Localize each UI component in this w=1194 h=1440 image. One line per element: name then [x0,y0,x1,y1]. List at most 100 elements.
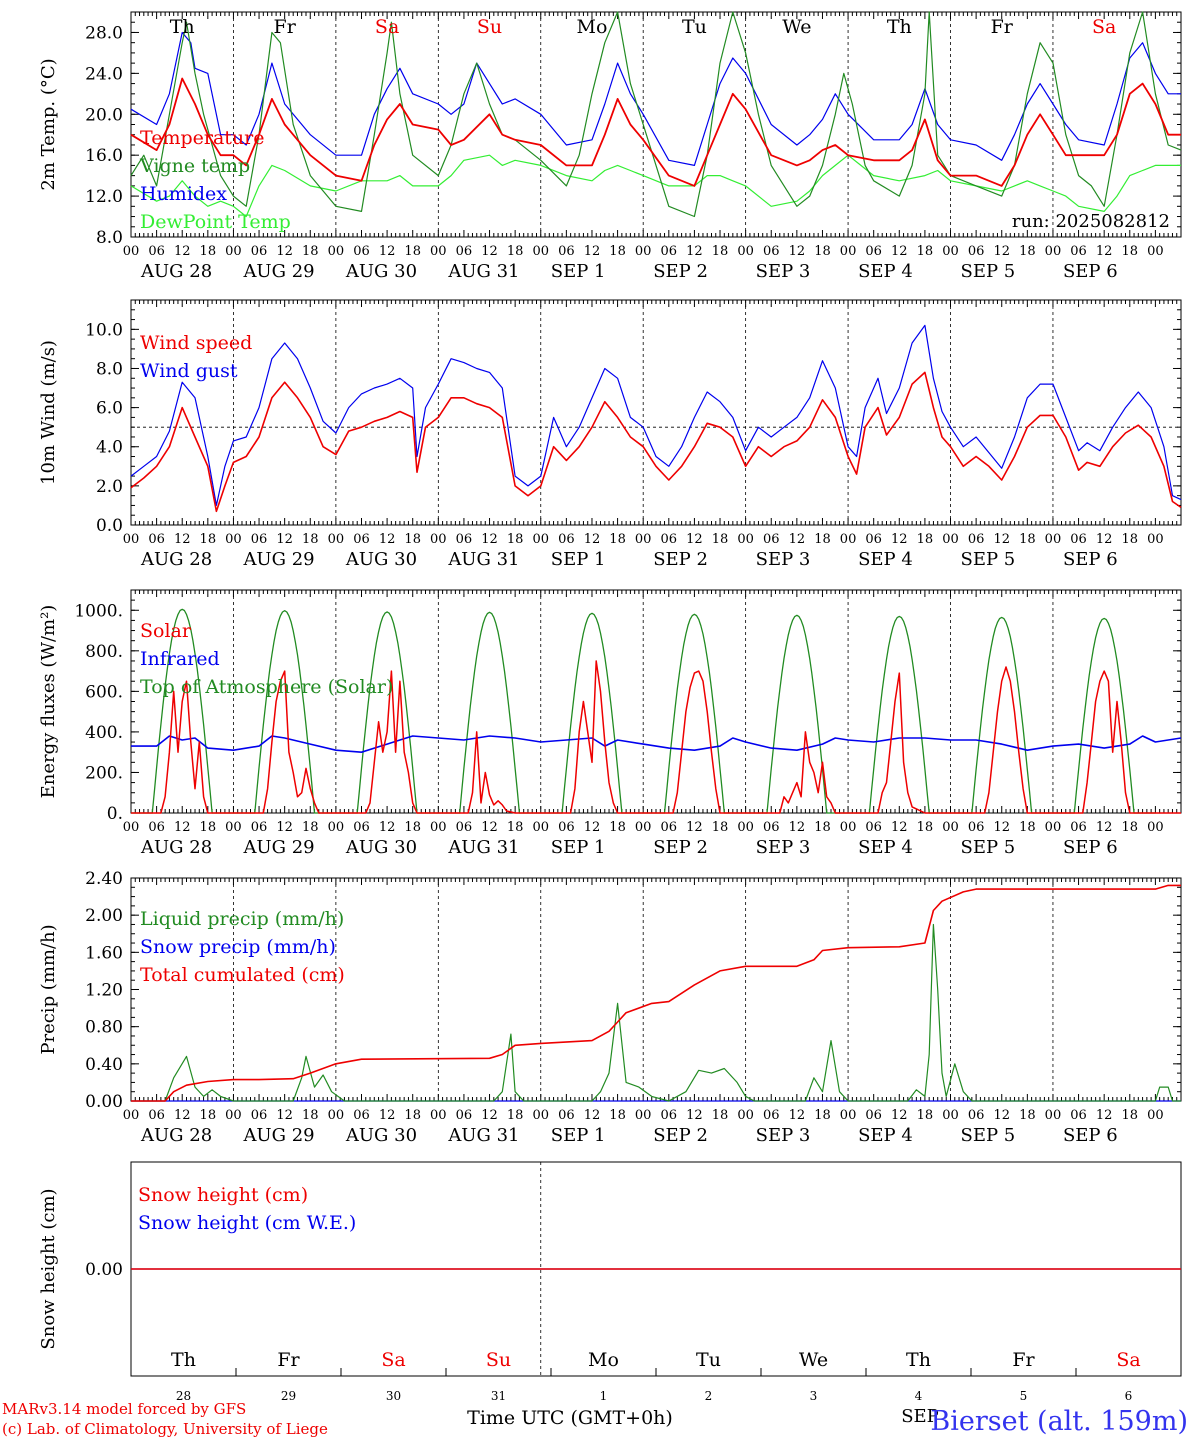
toa-solar-day [848,615,951,814]
date-label: SEP 2 [653,1125,708,1146]
y-tick-label: 0.00 [85,1092,123,1112]
hour-tick-label: 12 [686,1108,703,1123]
hour-tick-label: 12 [481,820,498,835]
weekday-label: Fr [991,16,1014,38]
hour-tick-label: 06 [456,532,473,547]
date-label: AUG 28 [140,837,212,858]
hour-tick-label: 12 [481,1108,498,1123]
hour-tick-label: 12 [686,532,703,547]
hour-tick-label: 00 [1147,532,1164,547]
hour-tick-label: 12 [789,244,806,259]
y-tick-label: 200. [85,763,123,783]
hour-tick-label: 12 [276,532,293,547]
y-tick-label: 20.0 [85,105,123,125]
y-tick-label: 600. [85,682,123,702]
day-number-label: 1 [600,1389,608,1403]
date-label: SEP 1 [551,837,606,858]
series-humidex [130,31,1181,166]
hour-tick-label: 06 [456,820,473,835]
weekday-label: Su [477,16,502,38]
hour-tick-label: 00 [635,244,652,259]
hour-tick-label: 18 [302,532,319,547]
hour-tick-label: 06 [456,244,473,259]
date-label: SEP 1 [551,549,606,570]
hour-tick-label: 18 [1122,244,1139,259]
hour-tick-label: 12 [379,1108,396,1123]
hour-tick-label: 18 [507,1108,524,1123]
y-tick-label: 0.40 [85,1055,123,1075]
weekday-label: Th [887,16,912,38]
toa-solar-day [643,613,746,814]
hour-tick-label: 00 [430,820,447,835]
hour-tick-label: 18 [507,532,524,547]
series-dewpoint-temp [130,154,1181,218]
hour-tick-label: 00 [840,532,857,547]
hour-tick-label: 06 [661,1108,678,1123]
hour-tick-label: 00 [430,1108,447,1123]
hour-tick-label: 06 [968,1108,985,1123]
hour-tick-label: 06 [1070,244,1087,259]
hour-tick-label: 18 [1122,1108,1139,1123]
day-number-label: 5 [1020,1389,1028,1403]
hour-tick-label: 00 [840,244,857,259]
toa-solar-day [1053,617,1156,814]
legend-entry: Vigne temp [139,155,250,177]
weekday-label: Th [171,1349,196,1371]
weekday-label: Sa [1092,16,1116,38]
hour-tick-label: 00 [1045,244,1062,259]
hour-tick-label: 06 [251,244,268,259]
legend-entry: Wind speed [140,332,252,354]
y-axis-label: 2m Temp. (°C) [38,58,59,190]
hour-tick-label: 18 [404,532,421,547]
weekday-label: Sa [1116,1349,1140,1371]
hour-tick-label: 00 [737,532,754,547]
hour-tick-label: 12 [686,820,703,835]
legend-entry: DewPoint Temp [140,211,291,233]
hour-tick-label: 06 [865,1108,882,1123]
hour-tick-label: 06 [1070,1108,1087,1123]
series-vigne-temp [130,11,1182,218]
hour-tick-label: 00 [532,244,549,259]
legend-entry: Wind gust [140,360,238,382]
date-label: AUG 28 [140,1125,212,1146]
legend-entry: Snow height (cm) [138,1184,308,1206]
hour-tick-label: 06 [558,1108,575,1123]
day-number-label: 4 [915,1389,923,1403]
hour-tick-label: 18 [712,532,729,547]
run-label: run: 2025082812 [1012,211,1170,232]
hour-tick-label: 00 [430,532,447,547]
hour-tick-label: 18 [609,820,626,835]
hour-tick-label: 12 [789,1108,806,1123]
y-tick-label: 4.0 [96,438,123,458]
hour-tick-label: 06 [763,820,780,835]
hour-tick-label: 00 [532,1108,549,1123]
hour-tick-label: 00 [328,1108,345,1123]
y-tick-label: 0. [107,804,123,824]
day-number-label: 28 [176,1389,191,1403]
hour-tick-label: 12 [1096,244,1113,259]
hour-tick-label: 00 [1147,244,1164,259]
date-label: AUG 29 [242,1125,314,1146]
hour-tick-label: 18 [609,532,626,547]
hour-tick-label: 18 [814,244,831,259]
hour-tick-label: 12 [379,244,396,259]
hour-tick-label: 18 [507,820,524,835]
hour-tick-label: 18 [1019,532,1036,547]
hour-tick-label: 12 [1096,1108,1113,1123]
hour-tick-label: 18 [917,1108,934,1123]
y-tick-label: 800. [85,642,123,662]
hour-tick-label: 12 [789,532,806,547]
weekday-label: Sa [381,1349,405,1371]
hour-tick-label: 12 [174,1108,191,1123]
hour-tick-label: 06 [661,820,678,835]
hour-tick-label: 12 [993,244,1010,259]
date-label: AUG 29 [242,549,314,570]
date-label: AUG 31 [447,261,519,282]
station-name: Bierset (alt. 159m) [930,1406,1188,1437]
model-credit: MARv3.14 model forced by GFS [2,1400,246,1418]
hour-tick-label: 12 [789,820,806,835]
hour-tick-label: 00 [225,1108,242,1123]
y-tick-label: 400. [85,723,123,743]
hour-tick-label: 00 [737,1108,754,1123]
date-label: SEP 2 [653,261,708,282]
